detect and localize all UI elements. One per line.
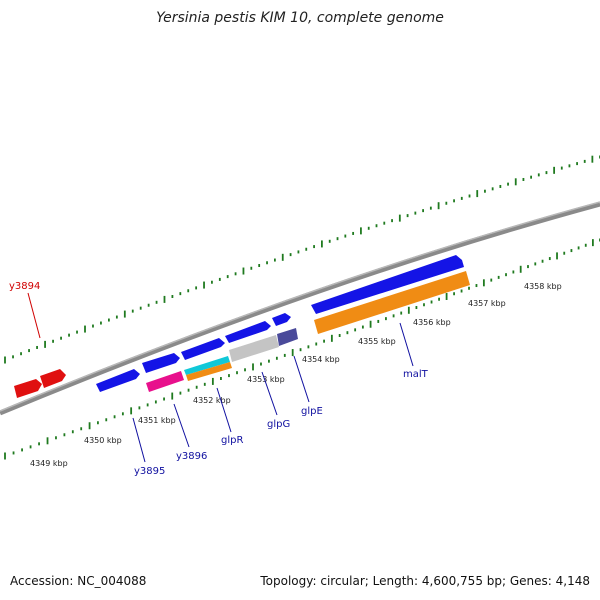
scale-label-2: 4351 kbp bbox=[138, 416, 176, 425]
gene-glpR-lower-cyan[interactable] bbox=[184, 356, 230, 375]
gene-malT-lower[interactable] bbox=[314, 271, 470, 334]
gene-glpR-lower-orange[interactable] bbox=[186, 362, 232, 381]
gene-features bbox=[14, 255, 470, 398]
scale-label-4: 4353 kbp bbox=[247, 375, 285, 384]
scale-label-5: 4354 kbp bbox=[302, 355, 340, 364]
accession-text: Accession: NC_004088 bbox=[10, 574, 147, 588]
genome-backbone bbox=[0, 201, 600, 416]
scale-label-8: 4357 kbp bbox=[468, 299, 506, 308]
gene-malT[interactable] bbox=[311, 255, 464, 314]
scale-label-7: 4356 kbp bbox=[413, 318, 451, 327]
gene-label-leaders bbox=[27, 292, 414, 463]
gene-glpG[interactable] bbox=[225, 321, 271, 343]
scale-labels: 4349 kbp 4350 kbp 4351 kbp 4352 kbp 4353 kbp… bbox=[30, 282, 562, 468]
gene-label-malT: malT bbox=[403, 369, 429, 380]
scale-label-0: 4349 kbp bbox=[30, 459, 68, 468]
gene-glpG-lower-grey[interactable] bbox=[229, 335, 279, 362]
gene-glpR[interactable] bbox=[181, 338, 225, 360]
genome-summary-text: Topology: circular; Length: 4,600,755 bp… bbox=[260, 574, 590, 588]
gene-label-y3896: y3896 bbox=[176, 451, 207, 462]
gene-y3896[interactable] bbox=[142, 353, 180, 373]
gene-label-y3894: y3894 bbox=[9, 281, 40, 292]
inner-tick-track bbox=[4, 238, 600, 460]
gene-glpE-lower-slate[interactable] bbox=[277, 328, 298, 346]
gene-y3894-b[interactable] bbox=[40, 369, 66, 388]
gene-label-glpR: glpR bbox=[221, 435, 243, 446]
gene-label-glpE: glpE bbox=[301, 406, 323, 417]
gene-label-glpG: glpG bbox=[267, 419, 290, 430]
gene-y3896-lower[interactable] bbox=[146, 371, 184, 392]
gene-label-y3895: y3895 bbox=[134, 466, 165, 477]
gene-y3895[interactable] bbox=[96, 369, 140, 392]
scale-label-1: 4350 kbp bbox=[84, 436, 122, 445]
scale-label-6: 4355 kbp bbox=[358, 337, 396, 346]
outer-tick-track bbox=[4, 155, 600, 364]
scale-label-9: 4358 kbp bbox=[524, 282, 562, 291]
gene-glpE[interactable] bbox=[272, 313, 291, 326]
scale-label-3: 4352 kbp bbox=[193, 396, 231, 405]
gene-y3894-a[interactable] bbox=[14, 379, 42, 398]
map-title: Yersinia pestis KIM 10, complete genome bbox=[156, 10, 444, 26]
